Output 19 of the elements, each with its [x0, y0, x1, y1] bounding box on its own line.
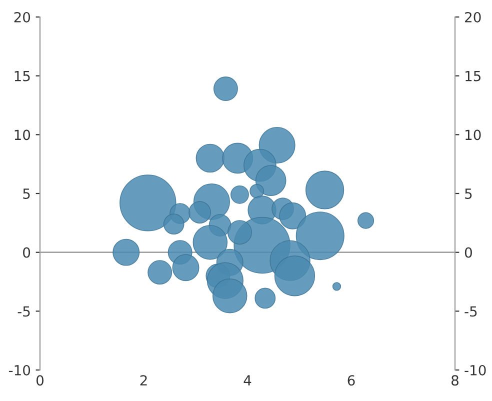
- x-tick-label: 6: [348, 375, 355, 386]
- y-tick-label: 15: [14, 70, 30, 82]
- y2-tick-label: 15: [466, 70, 480, 82]
- x-tick-label: 8: [452, 375, 458, 386]
- y-tick-label: 5: [23, 188, 30, 199]
- y2-tick-label: 20: [465, 12, 481, 22]
- y-tick-label: 20: [14, 12, 30, 22]
- y2-tick-label: 5: [465, 188, 472, 199]
- y-tick-label: 0: [23, 247, 30, 258]
- y-tick-label: -10: [8, 364, 30, 376]
- y-tick-label: -5: [18, 306, 30, 317]
- y2-tick-label: 10: [466, 130, 481, 140]
- x-tick-label: 0: [36, 375, 44, 386]
- y2-tick-label: 0: [464, 247, 472, 258]
- x-tick-label: 4: [244, 375, 252, 386]
- y2-tick-label: -5: [464, 306, 477, 317]
- y-tick-label: 10: [14, 130, 30, 140]
- x-tick-label: 2: [140, 375, 147, 386]
- y2-tick-label: -10: [464, 364, 486, 376]
